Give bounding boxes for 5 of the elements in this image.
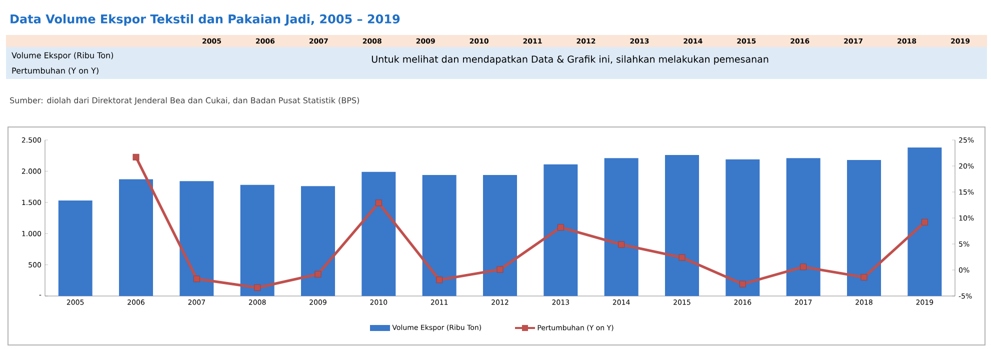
text: Sumber: diolah dari Direktorat Jenderal Bea dan Cukai, dan Badan Pusat Statistik (BPS) — [10, 97, 359, 105]
chart-title: Data Volume Ekspor Tekstil dan Pakaian Jadi, 2005 – 2019 — [10, 14, 400, 26]
text: Pertumbuhan (Y on Y) — [12, 67, 98, 75]
text: Volume Ekspor (Ribu Ton) — [12, 52, 114, 60]
text: Untuk melihat dan mendapatkan Data & Grafik ini, silahkan melakukan pemesanan — [372, 55, 768, 65]
